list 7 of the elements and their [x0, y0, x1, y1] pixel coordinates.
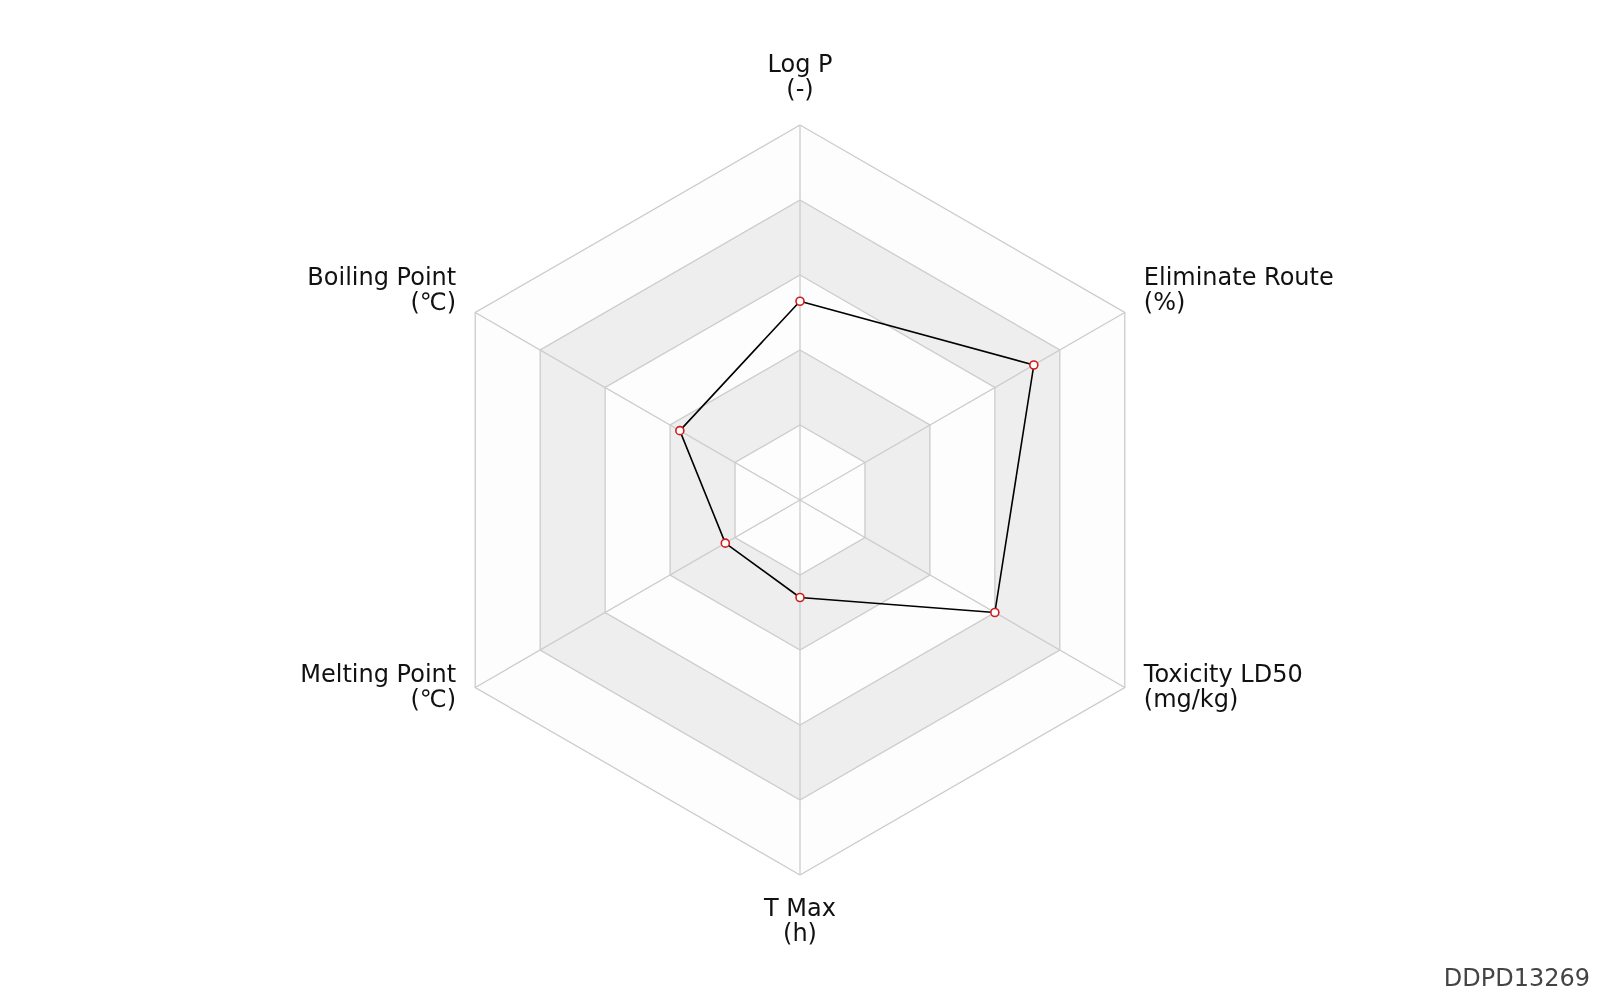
spoke-label: Melting Point (℃) [300, 659, 457, 714]
spoke-label: Toxicity LD50 (mg/kg) [1142, 659, 1303, 714]
spoke-label: Eliminate Route (%) [1143, 262, 1334, 317]
spoke-label: Log P (-) [767, 49, 833, 103]
spoke-label: Boiling Point (℃) [307, 262, 457, 317]
spoke-label: T Max (h) [763, 894, 836, 948]
text: DDPD13269 [1443, 964, 1590, 992]
